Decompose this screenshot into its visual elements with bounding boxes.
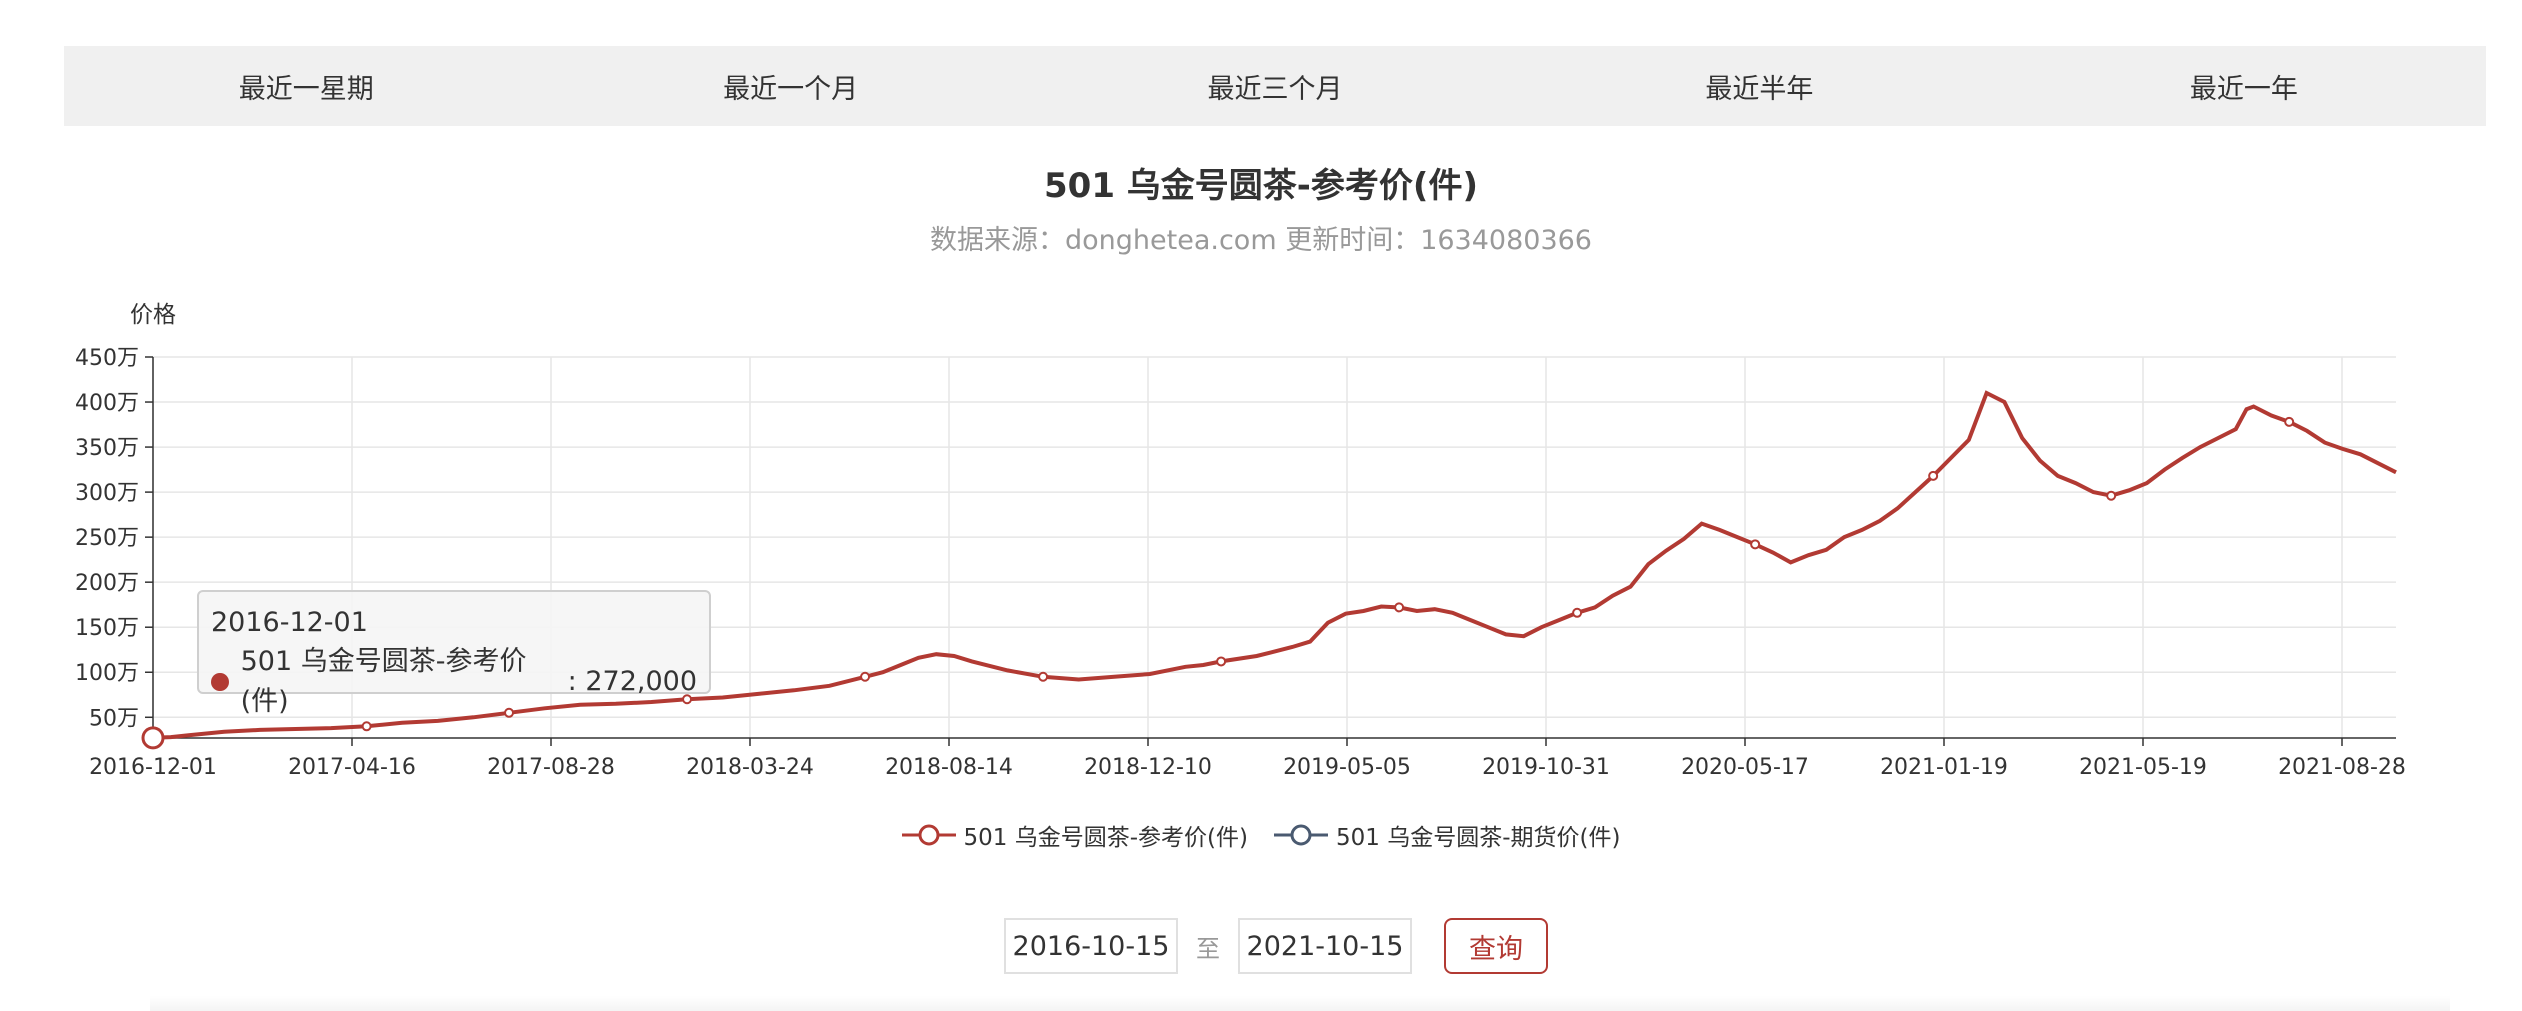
series-point[interactable] (361, 721, 372, 732)
x-tick-label: 2017-08-28 (487, 755, 615, 780)
x-tick-label: 2020-05-17 (1681, 755, 1809, 780)
x-tick-label: 2016-12-01 (89, 755, 217, 780)
y-tick-label: 250万 (75, 526, 139, 551)
tooltip-series-name: 501 乌金号圆茶-参考价(件) (240, 646, 527, 717)
tab-last-month[interactable]: 最近一个月 (723, 73, 859, 105)
tooltip-series-dot (211, 673, 229, 691)
tooltip-colon: : (567, 666, 586, 697)
series-point[interactable] (1216, 656, 1227, 667)
x-tick-label: 2021-05-19 (2079, 755, 2207, 780)
price-line-chart: 价格 50万 100万 150万 200万 250万 300万 350万 400万 450万 2… (75, 302, 2406, 780)
legend-marker-circle-icon (1274, 824, 1328, 846)
series-point[interactable] (141, 726, 165, 750)
y-axis-label: 价格 (130, 302, 176, 328)
x-axis-ticks: 2016-12-01 2017-04-16 2017-08-28 2018-03-24… (89, 737, 2406, 780)
tab-last-three-months[interactable]: 最近三个月 (1207, 73, 1343, 105)
x-tick-label: 2017-04-16 (288, 755, 416, 780)
y-tick-label: 100万 (75, 661, 139, 686)
series-point[interactable] (2106, 490, 2117, 501)
y-axis-ticks: 50万 100万 150万 200万 250万 300万 350万 400万 450万 (75, 346, 154, 738)
x-tick-label: 2021-01-19 (1880, 755, 2008, 780)
x-tick-label: 2019-10-31 (1482, 755, 1610, 780)
y-tick-label: 150万 (75, 616, 139, 641)
chart-legend: 501 乌金号圆茶-参考价(件) 501 乌金号圆茶-期货价(件) (0, 818, 2522, 852)
range-tabbar: 最近一星期 最近一个月 最近三个月 最近半年 最近一年 (64, 46, 2486, 126)
x-tick-label: 2019-05-05 (1283, 755, 1411, 780)
date-range-query: 至 查询 (1004, 918, 1548, 974)
chart-subtitle: 数据来源：donghetea.com 更新时间：1634080366 (930, 225, 1592, 256)
series-point[interactable] (1394, 602, 1405, 613)
chart-tooltip: 2016-12-01 501 乌金号圆茶-参考价(件): 272,000 (197, 590, 711, 717)
series-point[interactable] (1038, 671, 1049, 682)
legend-item-reference-price[interactable]: 501 乌金号圆茶-参考价(件) (901, 818, 1248, 852)
start-date-input[interactable] (1004, 918, 1178, 974)
tooltip-value-line: 501 乌金号圆茶-参考价(件): 272,000 (211, 642, 697, 722)
series-point[interactable] (504, 707, 515, 718)
tooltip-value: 272,000 (585, 666, 697, 697)
legend-label: 501 乌金号圆茶-参考价(件) (963, 825, 1248, 851)
chart-title: 501 乌金号圆茶-参考价(件) (1044, 166, 1478, 206)
series-point[interactable] (1928, 470, 1939, 481)
x-tick-label: 2018-03-24 (686, 755, 814, 780)
y-tick-label: 400万 (75, 391, 139, 416)
x-tick-label: 2018-12-10 (1084, 755, 1212, 780)
series-point[interactable] (682, 694, 693, 705)
series-point[interactable] (1572, 607, 1583, 618)
y-tick-label: 450万 (75, 346, 139, 371)
bottom-shadow (150, 996, 2450, 1011)
y-tick-label: 350万 (75, 436, 139, 461)
tab-last-year[interactable]: 最近一年 (2189, 73, 2298, 105)
legend-item-futures-price[interactable]: 501 乌金号圆茶-期货价(件) (1274, 818, 1620, 852)
x-tick-label: 2018-08-14 (885, 755, 1013, 780)
y-tick-label: 50万 (89, 706, 139, 731)
tab-last-half-year[interactable]: 最近半年 (1705, 73, 1814, 105)
date-range-separator: 至 (1196, 934, 1220, 963)
tab-last-week[interactable]: 最近一星期 (238, 73, 374, 105)
x-tick-label: 2021-08-28 (2278, 755, 2406, 780)
legend-label: 501 乌金号圆茶-期货价(件) (1336, 825, 1621, 851)
series-point[interactable] (2284, 416, 2295, 427)
query-button[interactable]: 查询 (1444, 918, 1548, 974)
series-markers (141, 416, 2295, 750)
y-tick-label: 300万 (75, 481, 139, 506)
legend-marker-circle-icon (901, 824, 956, 846)
series-line-reference-price (152, 390, 2397, 740)
end-date-input[interactable] (1238, 918, 1412, 974)
y-tick-label: 200万 (75, 571, 139, 596)
tooltip-date: 2016-12-01 (211, 607, 368, 638)
series-point[interactable] (860, 671, 871, 682)
series-point[interactable] (1750, 539, 1761, 550)
